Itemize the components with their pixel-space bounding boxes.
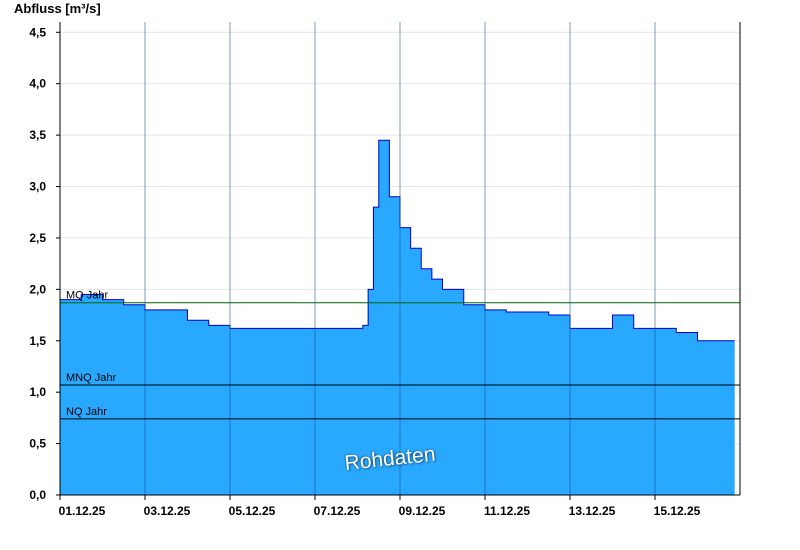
- x-tick-label: 01.12.25: [59, 504, 106, 518]
- y-tick-label: 4,0: [29, 77, 46, 91]
- reference-line-label: NQ Jahr: [66, 406, 107, 418]
- x-tick-label: 07.12.25: [314, 504, 361, 518]
- discharge-line: [60, 139, 735, 342]
- y-tick-label: 0,0: [29, 488, 46, 502]
- x-tick-label: 05.12.25: [229, 504, 276, 518]
- x-tick-label: 11.12.25: [484, 504, 530, 518]
- reference-line-label: MQ Jahr: [66, 290, 109, 302]
- x-tick-label: 09.12.25: [399, 504, 446, 518]
- reference-line-label: MNQ Jahr: [66, 372, 116, 384]
- discharge-area: [60, 140, 735, 495]
- y-axis-label: Abfluss [m³/s]: [14, 1, 101, 16]
- y-tick-label: 2,5: [29, 231, 46, 245]
- y-tick-label: 1,5: [29, 334, 46, 348]
- y-tick-label: 3,5: [29, 128, 46, 142]
- y-tick-label: 1,0: [29, 385, 46, 399]
- x-tick-label: 15.12.25: [654, 504, 701, 518]
- x-tick-label: 13.12.25: [569, 504, 616, 518]
- y-tick-label: 0,5: [29, 437, 46, 451]
- x-tick-label: 03.12.25: [144, 504, 191, 518]
- y-tick-label: 2,0: [29, 282, 46, 296]
- y-tick-label: 3,0: [29, 180, 46, 194]
- y-tick-label: 4,5: [29, 25, 46, 39]
